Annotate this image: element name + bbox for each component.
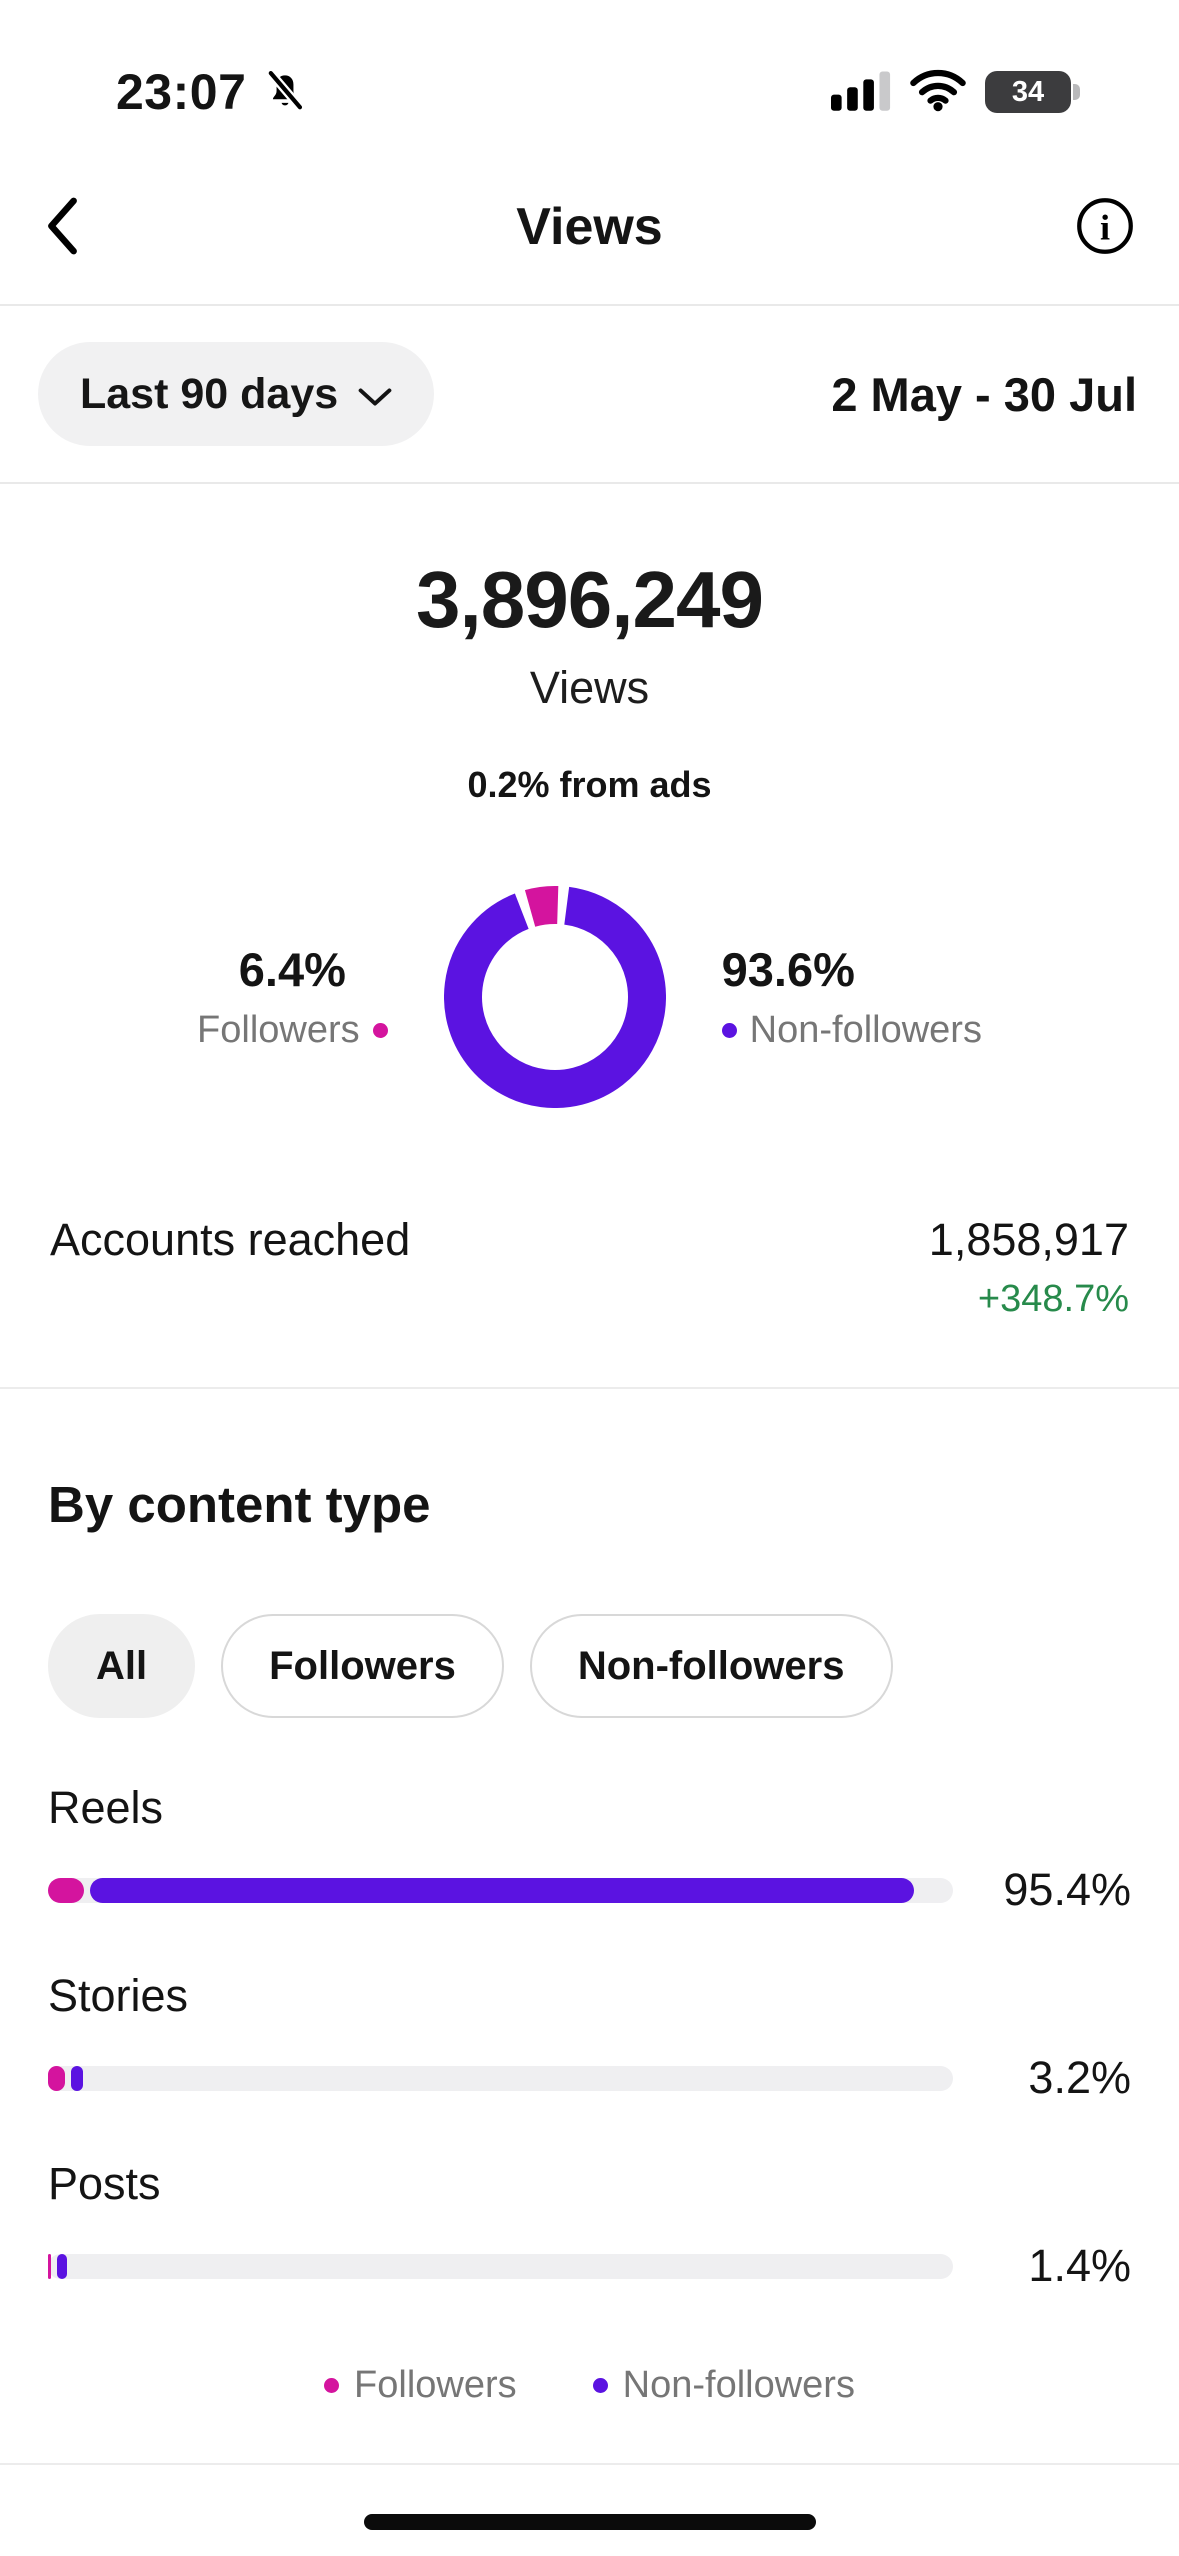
- legend-followers-label: Followers: [354, 2364, 517, 2406]
- bar-nonfollowers-segment: [56, 2253, 67, 2279]
- home-indicator[interactable]: [363, 2514, 816, 2530]
- legend-non-followers: Non-followers: [592, 2364, 855, 2407]
- bar-label: Posts: [48, 2158, 161, 2209]
- status-time: 23:07: [116, 64, 247, 120]
- accounts-reached-value: 1,858,917: [928, 1214, 1129, 1265]
- back-button[interactable]: [22, 182, 102, 272]
- battery-icon: 34: [985, 71, 1080, 113]
- wifi-icon: [909, 68, 967, 117]
- non-followers-label-text: Non-followers: [749, 1009, 982, 1051]
- bar-nonfollowers-segment: [71, 2065, 83, 2091]
- status-bar: 23:07: [0, 0, 1179, 150]
- content-type-filter-chips: All Followers Non-followers: [0, 1614, 1179, 1718]
- date-range-selector[interactable]: Last 90 days: [38, 342, 435, 446]
- chip-followers-label: Followers: [269, 1643, 456, 1688]
- bar-label: Stories: [48, 1970, 189, 2021]
- bar-nonfollowers-segment: [90, 1877, 914, 1903]
- bar-row-stories: Stories 3.2%: [48, 1970, 1131, 2104]
- views-donut-chart: [443, 886, 666, 1108]
- svg-text:i: i: [1100, 207, 1110, 247]
- non-followers-label: Non-followers: [721, 1009, 982, 1052]
- accounts-reached-delta: +348.7%: [977, 1278, 1129, 1320]
- followers-stat: 6.4% Followers: [197, 942, 388, 1052]
- date-range-label: 2 May - 30 Jul: [831, 367, 1137, 421]
- followers-label: Followers: [197, 1009, 388, 1052]
- cellular-signal-icon: [831, 69, 891, 116]
- donut-nonfollowers-arc: [443, 886, 666, 1108]
- bar-row-posts: Posts 1.4%: [48, 2158, 1131, 2292]
- followers-percentage: 6.4%: [238, 943, 346, 996]
- bar-followers-segment: [48, 1877, 85, 1903]
- bar-followers-segment: [48, 2065, 66, 2091]
- non-followers-percentage: 93.6%: [721, 943, 855, 996]
- chip-all[interactable]: All: [48, 1614, 196, 1718]
- chevron-left-icon: [41, 197, 83, 258]
- total-views-label: Views: [529, 662, 650, 713]
- bar-percentage: 1.4%: [1028, 2240, 1131, 2291]
- info-button[interactable]: i: [1067, 189, 1143, 265]
- non-followers-stat: 93.6% Non-followers: [721, 942, 982, 1052]
- bar-row-reels: Reels 95.4%: [48, 1782, 1131, 1916]
- bar-track: [48, 2065, 953, 2091]
- content-type-title: By content type: [48, 1476, 431, 1533]
- followers-donut-section: 6.4% Followers 93.6% Non-followers: [0, 886, 1179, 1108]
- non-followers-dot-icon: [592, 2378, 608, 2393]
- chevron-down-icon: [358, 370, 392, 419]
- chip-non-followers[interactable]: Non-followers: [529, 1614, 893, 1718]
- bar-percentage: 3.2%: [1028, 2052, 1131, 2103]
- bar-followers-segment: [48, 2253, 51, 2279]
- chip-all-label: All: [96, 1643, 148, 1688]
- bar-track: [48, 2253, 953, 2279]
- notifications-off-icon: [262, 67, 308, 118]
- total-views-value: 3,896,249: [416, 555, 764, 644]
- bar-chart-legend: Followers Non-followers: [0, 2364, 1179, 2407]
- battery-level: 34: [1011, 75, 1045, 108]
- content-type-bars: Reels 95.4% Stories 3.2% Posts 1.4%: [0, 1782, 1179, 2292]
- battery-cap: [1073, 84, 1080, 100]
- chip-non-followers-label: Non-followers: [577, 1643, 845, 1688]
- filter-row: Last 90 days 2 May - 30 Jul: [0, 306, 1179, 484]
- views-summary: 3,896,249 Views 0.2% from ads: [0, 554, 1179, 806]
- chip-followers[interactable]: Followers: [221, 1614, 504, 1718]
- page-title: Views: [516, 198, 663, 256]
- header: Views i: [0, 150, 1179, 306]
- accounts-reached-label: Accounts reached: [50, 1214, 411, 1265]
- followers-label-text: Followers: [197, 1009, 360, 1051]
- bar-percentage: 95.4%: [1003, 1864, 1131, 1915]
- ads-note: 0.2% from ads: [467, 764, 712, 805]
- section-divider: [0, 1387, 1179, 1389]
- info-icon: i: [1075, 196, 1135, 259]
- bottom-divider: [0, 2463, 1179, 2465]
- bar-track: [48, 1877, 953, 1903]
- followers-dot-icon: [324, 2378, 340, 2393]
- bar-label: Reels: [48, 1782, 164, 1833]
- non-followers-dot-icon: [721, 1023, 737, 1038]
- legend-non-followers-label: Non-followers: [622, 2364, 855, 2406]
- date-range-selector-label: Last 90 days: [80, 369, 339, 418]
- legend-followers: Followers: [324, 2364, 517, 2407]
- followers-dot-icon: [372, 1023, 388, 1038]
- accounts-reached-row: Accounts reached 1,858,917 +348.7%: [0, 1214, 1179, 1321]
